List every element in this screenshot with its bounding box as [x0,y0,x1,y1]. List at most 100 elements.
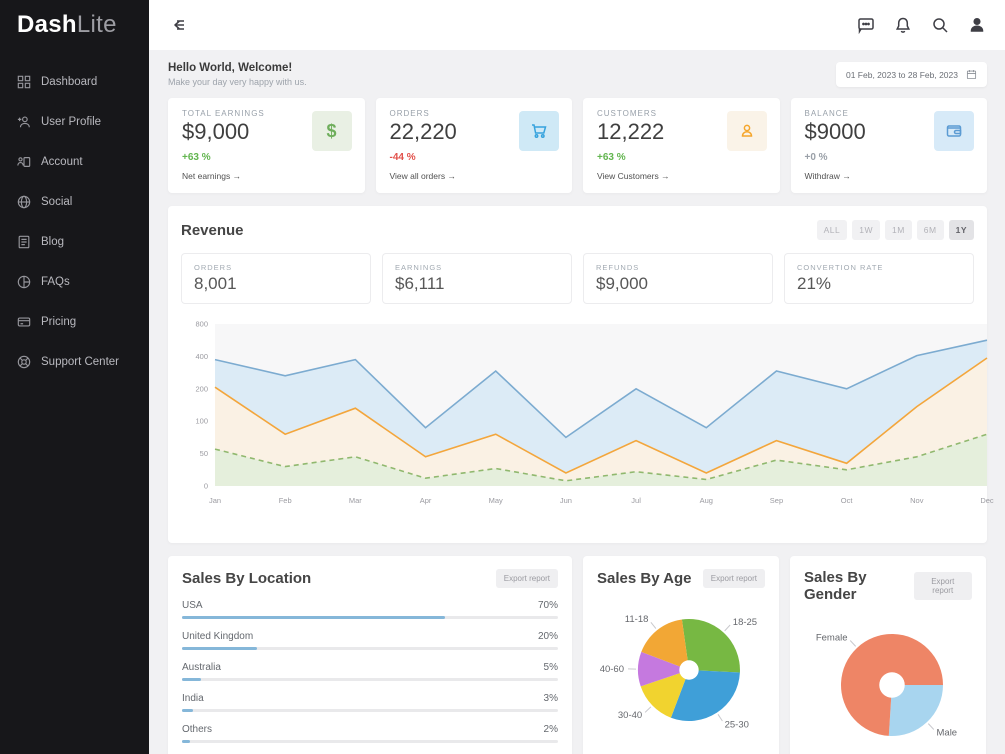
sales-by-age-card: Sales By Age Export report 18-25 25-30 30-… [583,556,779,754]
location-row: USA 70% [182,600,558,619]
date-range-picker[interactable]: 01 Feb, 2023 to 28 Feb, 2023 [835,62,987,87]
revenue-range-tabs: ALL 1W 1M 6M 1Y [816,220,974,240]
x-axis-label: Mar [349,496,362,505]
date-range-value: 01 Feb, 2023 to 28 Feb, 2023 [845,69,958,80]
sales-by-gender-title: Sales By Gender [804,569,867,603]
location-bar [182,616,446,619]
pie-slice [640,670,689,718]
stat-cards-row: TOTAL EARNINGS $9,000 +63 % Net earnings… [168,98,987,193]
stat-icon-tile [726,111,767,151]
sidebar-item-dashboard[interactable]: Dashboard [0,62,149,102]
sidebar-item-label: FAQs [41,276,70,288]
view-customers-link[interactable]: View Customers → [597,171,670,181]
x-axis-label: Sep [770,496,783,505]
pie-label-connector [927,723,935,730]
sidebar-item-support-center[interactable]: Support Center [0,342,149,382]
app-logo[interactable]: Dash Lite [0,0,149,50]
search-icon[interactable] [931,16,949,34]
stat-change: +0 % [804,152,828,163]
tab-1y[interactable]: 1Y [948,220,974,240]
bell-icon[interactable] [894,16,912,34]
location-bar-track [182,740,558,743]
location-percent: 20% [537,631,558,642]
stat-label: ORDERS [389,109,430,118]
location-label: India [182,693,204,704]
location-label: Australia [182,662,221,673]
location-bar-track [182,616,558,619]
tab-1w[interactable]: 1W [852,220,880,240]
pie-slice [641,619,689,670]
withdraw-link[interactable]: Withdraw → [804,171,851,181]
export-report-button[interactable]: Export report [702,569,765,588]
pie-label-connector [717,714,723,722]
dollar-icon: $ [326,120,337,141]
location-percent: 2% [543,724,558,735]
y-axis-tick: 200 [195,384,208,393]
sidebar-item-account[interactable]: Account [0,142,149,182]
pie-slice-label: 11-18 [625,614,649,625]
logo-text-bold: Dash [17,11,77,38]
pie-slice-label: 40-60 [600,664,624,675]
tab-all[interactable]: ALL [816,220,848,240]
pie-label-connector [849,640,857,647]
y-axis-tick: 800 [195,320,208,329]
revenue-stat-orders: ORDERS 8,001 [181,253,371,304]
location-bar-track [182,647,558,650]
x-axis-label: Jul [631,496,641,505]
stat-value: 22,220 [389,119,457,144]
pie-label-connector [644,706,652,713]
stat-icon-tile [519,111,559,151]
x-axis-label: Feb [279,496,292,505]
location-row: India 3% [182,693,558,712]
location-row: Australia 5% [182,662,558,681]
stat-label: CUSTOMERS [597,109,657,118]
gender-donut-chart: Male Female [816,633,958,739]
location-percent: 5% [543,662,558,673]
tab-1m[interactable]: 1M [884,220,912,240]
donut-hole [679,660,699,680]
sidebar-item-social[interactable]: Social [0,182,149,222]
tab-6m[interactable]: 6M [916,220,944,240]
pie-label-connector [724,624,731,632]
age-pie-chart: 18-25 25-30 30-40 40-60 11-18 [600,614,757,730]
stat-value: $9000 [804,119,866,144]
pie-slice-label: Male [937,727,958,738]
user-add-icon [17,116,30,128]
location-bar [182,678,201,681]
sales-by-age-title: Sales By Age [597,570,692,587]
x-axis-label: Jun [560,496,572,505]
sidebar-item-faqs[interactable]: FAQs [0,262,149,302]
export-report-button[interactable]: Export report [495,569,558,588]
y-axis-tick: 400 [195,352,208,361]
view-all-orders-link[interactable]: View all orders → [389,171,456,181]
user-icon[interactable] [968,16,986,34]
calendar-icon [966,70,977,80]
x-axis-label: Dec [980,496,994,505]
header-actions [857,16,986,35]
arrow-icon: → [447,171,456,181]
net-earnings-link[interactable]: Net earnings → [182,171,242,181]
top-header [149,0,1005,50]
arrow-icon: → [661,171,670,181]
stat-label: TOTAL EARNINGS [182,109,265,118]
sidebar-item-blog[interactable]: Blog [0,222,149,262]
y-axis-tick: 100 [195,417,208,426]
stat-change: +63 % [597,152,626,163]
x-axis-label: Apr [420,496,432,505]
pie-slice [670,670,740,722]
export-report-button[interactable]: Export report [913,572,972,600]
revenue-stat-refunds: REFUNDS $9,000 [583,253,773,304]
sidebar-item-pricing[interactable]: Pricing [0,302,149,342]
location-bar [182,740,190,743]
stat-icon-tile [934,111,974,151]
sidebar-collapse-icon[interactable] [168,16,186,34]
location-label: United Kingdom [182,631,254,642]
sidebar: Dash Lite Dashboard User Profile Account … [0,0,149,754]
pie-slice-label: 18-25 [733,617,757,628]
chat-icon[interactable] [857,16,875,35]
sales-by-location-card: Sales By Location Export report USA 70% Un… [168,556,572,754]
sidebar-item-user-profile[interactable]: User Profile [0,102,149,142]
revenue-chart-svg: 0 50 100 200 400 800 Jan Feb Mar Apr May Jun Jul Aug S… [195,320,994,506]
pie-slice-label: 30-40 [618,710,642,721]
sidebar-item-label: Social [41,196,73,208]
